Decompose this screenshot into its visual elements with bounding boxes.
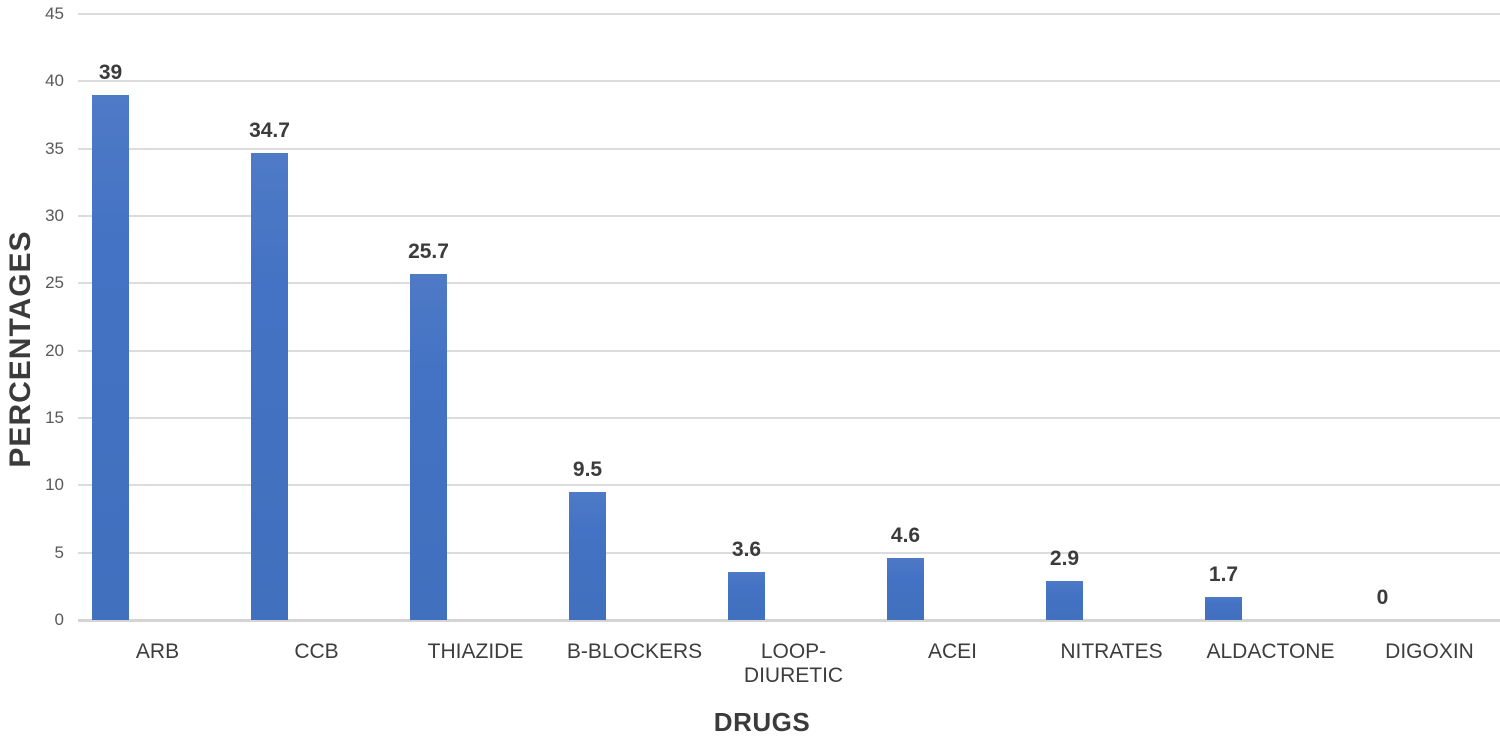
gridline [78,215,1500,217]
gridline [78,417,1500,419]
bar-value-label: 2.9 [1049,546,1080,570]
bar-value-label: 0 [1376,586,1389,609]
x-category-label: LOOP-DIURETIC [743,640,844,687]
gridline [78,13,1500,15]
y-tick-label: 40 [45,71,64,91]
bar [251,152,288,620]
y-tick-label: 5 [54,542,64,562]
y-tick-label: 15 [45,408,64,427]
gridline [78,551,1500,554]
y-tick-label: 35 [45,138,64,158]
bar-value-label: 1.7 [1208,563,1239,587]
x-category-label: ACEI [927,640,977,663]
gridline [78,282,1500,285]
bar [1205,597,1242,620]
bar [728,571,765,620]
gridline [78,349,1500,352]
bar-value-label: 39 [98,60,123,84]
y-tick-label: 45 [45,4,64,23]
bar-value-label: 4.6 [890,524,921,548]
gridline [78,484,1500,487]
bar-value-label: 25.7 [408,239,449,263]
bar [887,558,924,620]
gridline [78,147,1500,150]
y-tick-label: 25 [45,273,64,293]
x-axis-title: DRUGS [713,707,811,737]
x-category-label: NITRATES [1060,640,1163,663]
gridline [78,80,1500,83]
bar [92,94,129,620]
x-category-label: ARB [135,640,180,663]
x-category-label: B-BLOCKERS [566,640,703,663]
y-tick-label: 20 [45,340,64,360]
y-tick-label: 10 [45,475,64,495]
bar-value-label: 3.6 [731,537,762,561]
x-category-label: THIAZIDE [427,640,524,663]
x-category-label: DIGOXIN [1385,640,1474,663]
bar-value-label: 34.7 [249,118,290,142]
y-tick-label: 30 [45,206,64,225]
bar [410,273,447,620]
bar-value-label: 9.5 [572,458,603,482]
x-category-label: CCB [294,640,339,663]
x-axis-line [78,618,1500,622]
x-category-label: ALDACTONE [1206,640,1335,663]
bar [1046,580,1083,620]
y-tick-label: 0 [54,610,64,629]
bar [569,492,606,620]
